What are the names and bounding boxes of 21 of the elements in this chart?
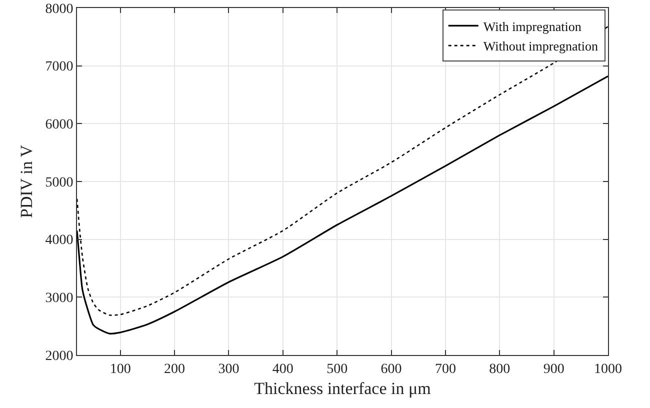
x-tick-label: 100	[110, 362, 131, 377]
y-tick-label: 3000	[45, 291, 74, 306]
x-tick-label: 800	[489, 362, 510, 377]
x-tick-label: 300	[218, 362, 240, 377]
y-tick-label: 2000	[45, 348, 74, 364]
x-axis-title: Thickness interface in μm	[254, 379, 431, 398]
x-tick-label: 900	[543, 362, 564, 377]
y-tick-label: 4000	[45, 233, 74, 248]
y-tick-label: 7000	[45, 60, 74, 75]
x-tick-label: 1000	[594, 362, 622, 377]
x-tick-label: 700	[434, 362, 456, 377]
x-tick-label: 200	[164, 362, 186, 377]
x-tick-label: 400	[272, 362, 294, 377]
y-tick-label: 6000	[45, 118, 74, 133]
y-tick-label: 5000	[45, 175, 74, 190]
x-tick-label: 600	[380, 362, 402, 377]
y-axis-title: PDIV in V	[16, 144, 36, 218]
legend-label: With impregnation	[483, 18, 582, 34]
y-tick-label: 8000	[45, 2, 74, 17]
legend-label: Without impregnation	[483, 38, 598, 54]
x-tick-label: 500	[326, 362, 348, 377]
